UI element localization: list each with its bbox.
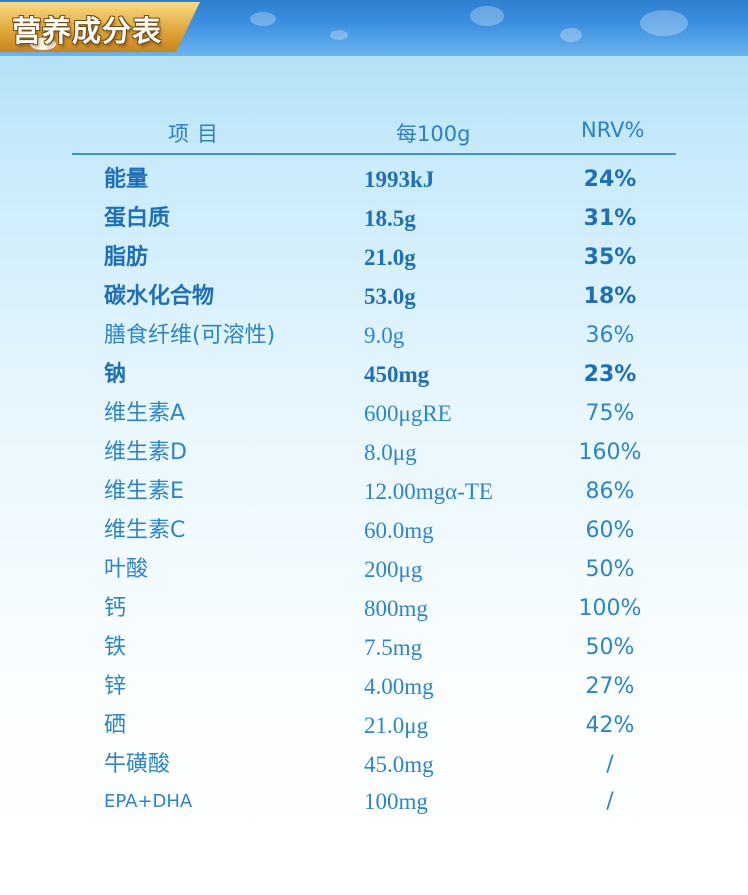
nutrient-name: 膳食纤维(可溶性)	[104, 323, 276, 348]
nutrient-amount: 4.00mg	[364, 674, 434, 699]
nutrient-nrv: 31%	[583, 206, 637, 231]
nutrient-amount: 600μgRE	[364, 401, 452, 426]
nutrient-name: 脂肪	[104, 245, 149, 270]
nutrient-nrv: 60%	[585, 518, 635, 543]
nutrient-amount: 7.5mg	[364, 635, 423, 660]
nutrient-amount: 200μg	[364, 557, 423, 582]
table-row: 牛磺酸 45.0mg /	[0, 745, 748, 784]
nutrient-nrv: 35%	[583, 245, 637, 270]
nutrient-amount: 12.00mgα-TE	[364, 479, 493, 504]
nutrient-nrv: 86%	[585, 479, 635, 504]
nutrient-nrv: 36%	[585, 323, 635, 348]
table-row: 叶酸 200μg 50%	[0, 550, 748, 589]
water-drop-decoration	[560, 28, 582, 42]
column-header-nrv: NRV%	[581, 118, 645, 142]
header-divider	[72, 153, 676, 155]
nutrient-name: EPA+DHA	[104, 791, 193, 812]
table-row: 维生素D 8.0μg 160%	[0, 433, 748, 472]
nutrient-nrv: 50%	[585, 557, 635, 582]
nutrient-name: 维生素D	[104, 440, 187, 465]
nutrient-nrv: 50%	[585, 635, 635, 660]
nutrient-name: 叶酸	[104, 557, 149, 582]
title-tag: 营养成分表	[0, 2, 200, 52]
table-row: 能量 1993kJ 24%	[0, 160, 748, 199]
nutrient-amount: 1993kJ	[364, 167, 435, 192]
nutrient-amount: 9.0g	[364, 323, 405, 348]
table-row: 维生素A 600μgRE 75%	[0, 394, 748, 433]
nutrient-amount: 45.0mg	[364, 752, 434, 777]
nutrient-nrv: 23%	[583, 362, 637, 387]
nutrient-name: 碳水化合物	[104, 284, 215, 309]
nutrient-nrv: 27%	[585, 674, 635, 699]
nutrient-nrv: /	[606, 789, 614, 814]
column-header-per-100g: 每100g	[396, 122, 471, 146]
nutrient-nrv: /	[606, 752, 614, 777]
nutrient-amount: 53.0g	[364, 284, 416, 309]
nutrient-nrv: 100%	[578, 596, 642, 621]
nutrient-nrv: 75%	[585, 401, 635, 426]
table-row: 钙 800mg 100%	[0, 589, 748, 628]
nutrient-name: 铁	[104, 635, 127, 660]
nutrient-nrv: 160%	[578, 440, 642, 465]
nutrient-name: 蛋白质	[104, 206, 171, 231]
nutrient-amount: 8.0μg	[364, 440, 417, 465]
table-row: 膳食纤维(可溶性) 9.0g 36%	[0, 316, 748, 355]
water-drop-decoration	[330, 30, 348, 40]
table-row: 钠 450mg 23%	[0, 355, 748, 394]
header-banner: 营养成分表	[0, 0, 748, 56]
table-row: 碳水化合物 53.0g 18%	[0, 277, 748, 316]
nutrient-name: 锌	[104, 674, 127, 699]
nutrient-amount: 21.0g	[364, 245, 416, 270]
nutrient-name: 能量	[104, 167, 149, 192]
table-row: 硒 21.0μg 42%	[0, 706, 748, 745]
table-row: 锌 4.00mg 27%	[0, 667, 748, 706]
table-row: 铁 7.5mg 50%	[0, 628, 748, 667]
nutrient-amount: 100mg	[364, 789, 428, 814]
water-drop-decoration	[640, 10, 688, 36]
table-row: EPA+DHA 100mg /	[0, 782, 748, 821]
water-drop-decoration	[470, 6, 504, 26]
tag-highlight	[30, 38, 56, 50]
water-drop-decoration	[250, 12, 276, 26]
nutrient-name: 钙	[104, 596, 127, 621]
table-row: 蛋白质 18.5g 31%	[0, 199, 748, 238]
table-row: 维生素E 12.00mgα-TE 86%	[0, 472, 748, 511]
nutrient-amount: 800mg	[364, 596, 428, 621]
section-title: 营养成分表	[12, 14, 163, 48]
nutrient-name: 硒	[104, 713, 127, 738]
nutrient-name: 维生素C	[104, 518, 186, 543]
nutrient-amount: 18.5g	[364, 206, 416, 231]
column-header-item: 项目	[168, 122, 226, 146]
nutrient-name: 维生素E	[104, 479, 184, 504]
nutrient-amount: 21.0μg	[364, 713, 429, 738]
nutrient-name: 牛磺酸	[104, 752, 171, 777]
nutrient-name: 维生素A	[104, 401, 186, 426]
nutrient-nrv: 42%	[585, 713, 635, 738]
nutrient-nrv: 24%	[583, 167, 637, 192]
nutrient-amount: 450mg	[364, 362, 430, 387]
nutrient-nrv: 18%	[583, 284, 637, 309]
table-row: 脂肪 21.0g 35%	[0, 238, 748, 277]
nutrient-amount: 60.0mg	[364, 518, 434, 543]
nutrient-name: 钠	[104, 362, 127, 387]
table-row: 维生素C 60.0mg 60%	[0, 511, 748, 550]
